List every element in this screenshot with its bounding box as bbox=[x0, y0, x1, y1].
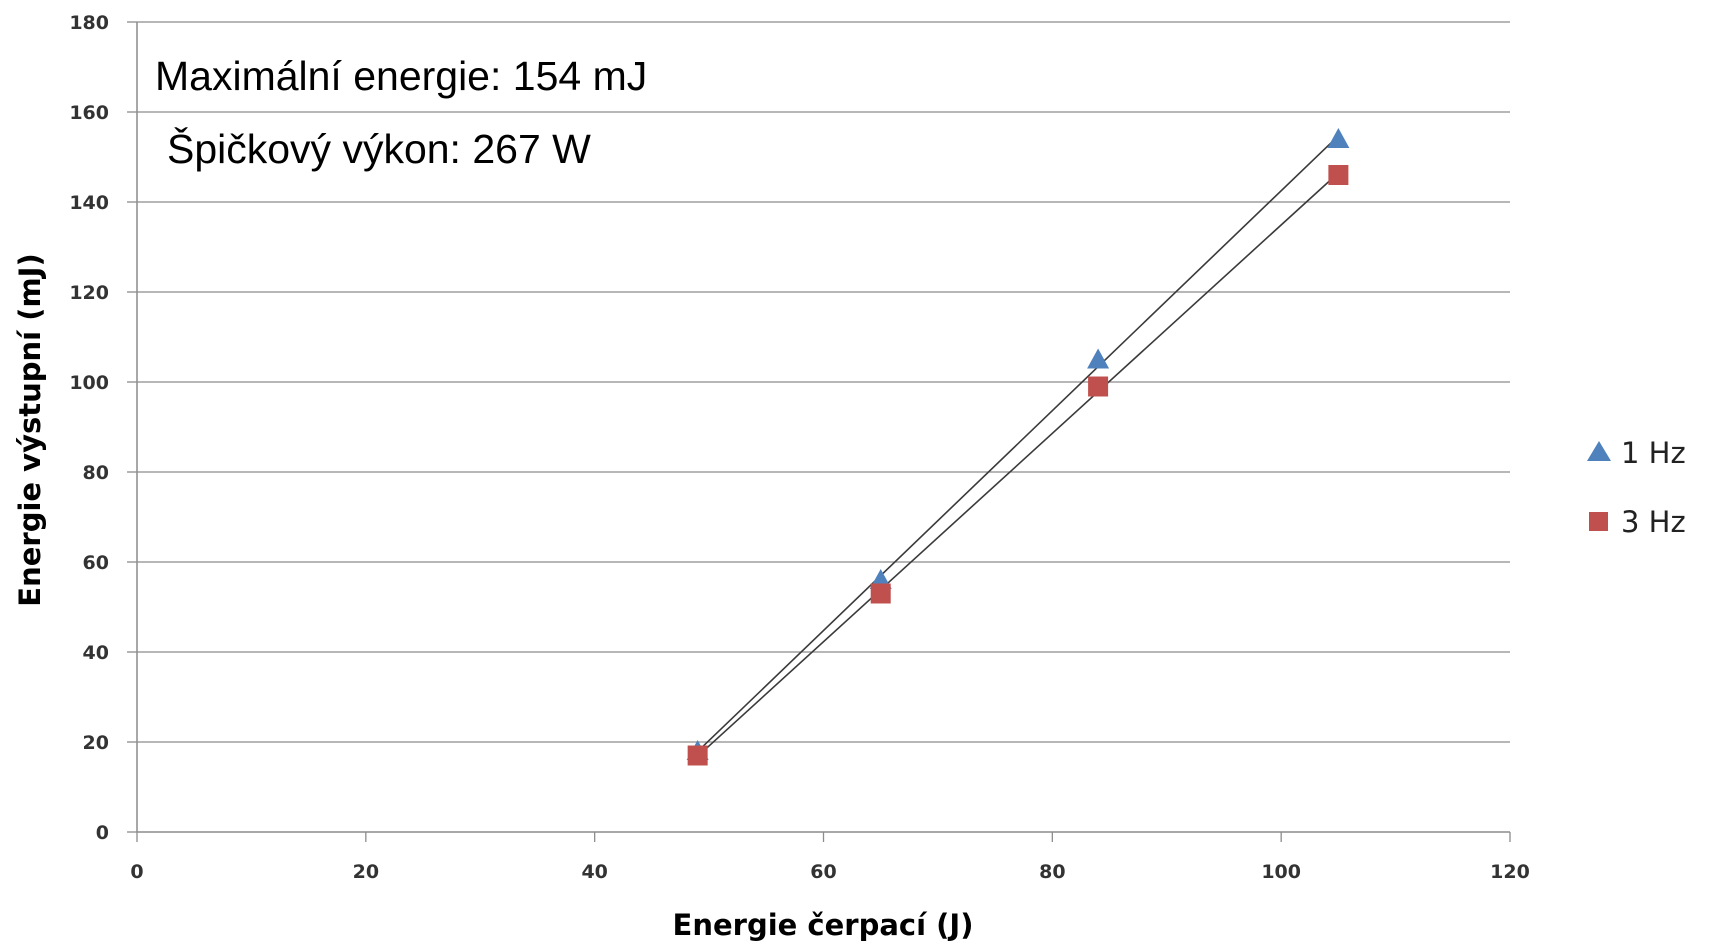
legend: 1 Hz 3 Hz bbox=[1587, 436, 1686, 539]
x-tick-label-80: 80 bbox=[1039, 861, 1065, 883]
annotation-max-energy: Maximální energie: 154 mJ bbox=[155, 53, 647, 99]
legend-label-1hz: 1 Hz bbox=[1621, 436, 1686, 470]
point-series-2-1 bbox=[870, 583, 891, 604]
legend-label-3hz: 3 Hz bbox=[1621, 505, 1686, 539]
trendline-series-2 bbox=[697, 172, 1339, 757]
y-tick-label-100: 100 bbox=[69, 372, 109, 394]
point-series-1-2 bbox=[1087, 348, 1110, 369]
x-tick-label-0: 0 bbox=[130, 861, 143, 883]
legend-square-marker bbox=[1589, 512, 1608, 531]
point-series-2-0 bbox=[687, 745, 708, 766]
annotation-peak-power: Špičkový výkon: 267 W bbox=[167, 126, 591, 172]
x-tick-label-100: 100 bbox=[1261, 861, 1301, 883]
data-points bbox=[686, 128, 1350, 766]
y-tick-labels: 0 20 40 60 80 100 120 140 160 180 bbox=[69, 12, 109, 844]
axes bbox=[136, 22, 1511, 842]
x-tick-label-40: 40 bbox=[581, 861, 607, 883]
legend-triangle-marker bbox=[1587, 441, 1611, 461]
point-series-2-3 bbox=[1328, 165, 1349, 185]
x-tick-labels: 0 20 40 60 80 100 120 bbox=[130, 861, 1529, 883]
x-axis-title: Energie čerpací (J) bbox=[673, 908, 974, 942]
point-series-1-3 bbox=[1327, 128, 1350, 148]
y-tick-label-40: 40 bbox=[83, 642, 109, 664]
point-series-2-2 bbox=[1088, 376, 1109, 397]
y-tick-label-140: 140 bbox=[69, 192, 109, 214]
y-tick-label-0: 0 bbox=[96, 822, 109, 844]
y-tick-label-160: 160 bbox=[69, 102, 109, 124]
y-tick-label-180: 180 bbox=[69, 12, 109, 34]
gridlines bbox=[127, 21, 1510, 833]
y-tick-label-60: 60 bbox=[83, 552, 109, 574]
trendline-series-1 bbox=[697, 135, 1339, 753]
y-tick-label-80: 80 bbox=[83, 462, 109, 484]
legend-item-3hz: 3 Hz bbox=[1589, 505, 1686, 539]
y-axis-title: Energie výstupní (mJ) bbox=[13, 253, 47, 606]
x-tick-label-120: 120 bbox=[1490, 861, 1530, 883]
x-tick-label-20: 20 bbox=[353, 861, 379, 883]
trendlines bbox=[697, 135, 1339, 757]
y-tick-label-20: 20 bbox=[83, 732, 109, 754]
y-tick-label-120: 120 bbox=[69, 282, 109, 304]
legend-item-1hz: 1 Hz bbox=[1587, 436, 1686, 470]
x-tick-label-60: 60 bbox=[810, 861, 836, 883]
